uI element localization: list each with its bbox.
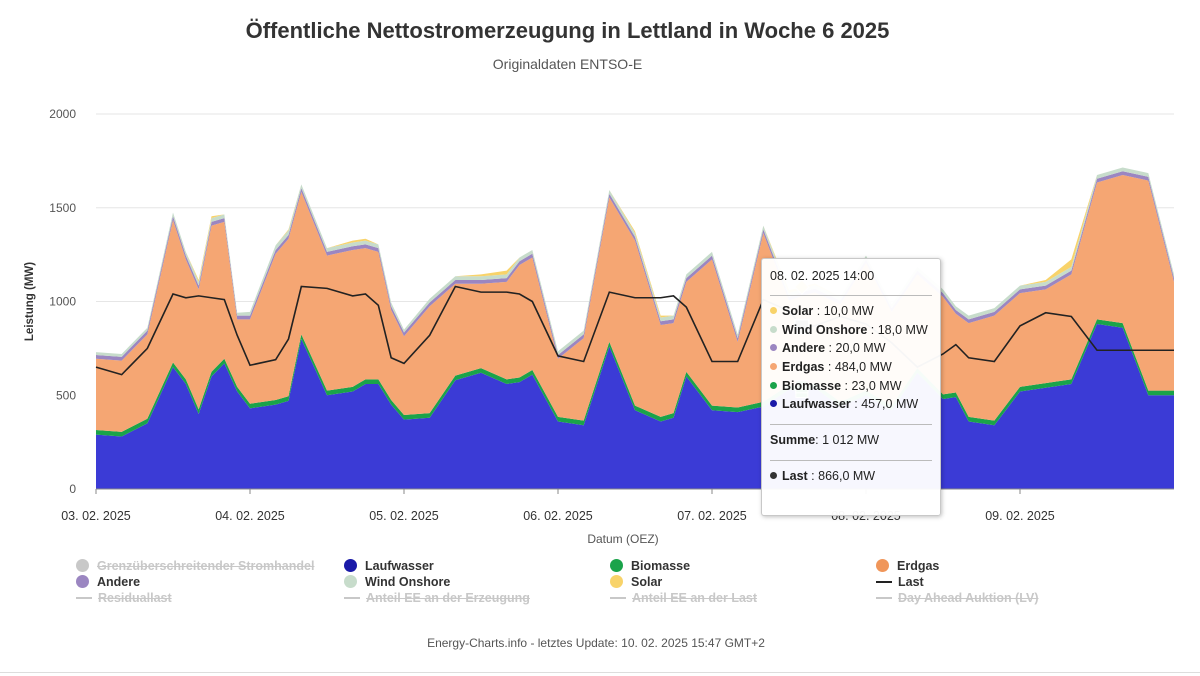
tooltip-divider [770, 295, 932, 296]
tooltip-row-dot [770, 363, 777, 371]
legend-line-icon [876, 597, 892, 599]
y-tick-label: 500 [56, 388, 76, 402]
tooltip-row-label: Solar [782, 304, 814, 318]
legend-item[interactable]: Last [876, 575, 924, 589]
x-tick-label: 06. 02. 2025 [523, 509, 593, 523]
tooltip-row-value: 20,0 MW [835, 341, 886, 356]
tooltip-row-label: Andere [782, 341, 826, 356]
tooltip-row-dot [770, 400, 777, 408]
legend-label: Day Ahead Auktion (LV) [898, 591, 1039, 605]
legend-item[interactable]: Andere [76, 575, 140, 589]
chart-subtitle: Originaldaten ENTSO-E [492, 56, 643, 72]
legend-label: Laufwasser [365, 559, 434, 573]
tooltip-row-value: 23,0 MW [851, 378, 902, 393]
legend-dot-icon [876, 559, 889, 572]
tooltip-load-dot [770, 471, 777, 479]
legend-label: Solar [631, 575, 663, 589]
y-tick-label: 1000 [49, 295, 76, 309]
legend-dot-icon [344, 575, 357, 588]
tooltip-rows: Solar : 10,0 MW Wind Onshore : 18,0 MW And… [770, 304, 932, 416]
chart-title: Öffentliche Nettostromerzeugung in Lettl… [245, 18, 890, 43]
tooltip-load-label: Last [782, 468, 808, 483]
x-tick-label: 07. 02. 2025 [677, 509, 747, 523]
legend-dot-icon [76, 559, 89, 572]
legend-item[interactable]: Biomasse [610, 559, 690, 573]
tooltip-row: Solar : 10,0 MW [770, 304, 932, 323]
tooltip-sum-value: 1 012 MW [822, 433, 880, 448]
x-tick-label: 03. 02. 2025 [61, 509, 131, 523]
legend-label: Wind Onshore [365, 575, 451, 589]
tooltip-load-row: Last : 866,0 MW [770, 469, 932, 488]
x-tick-label: 04. 02. 2025 [215, 509, 285, 523]
x-axis-label: Datum (OEZ) [587, 532, 658, 546]
legend-item[interactable]: Anteil EE an der Erzeugung [344, 591, 530, 605]
hover-tooltip: 08. 02. 2025 14:00 Solar : 10,0 MW Wind O… [761, 258, 941, 516]
tooltip-row: Erdgas : 484,0 MW [770, 360, 932, 379]
legend-label: Grenzüberschreitender Stromhandel [97, 559, 315, 573]
area-erdgas [96, 174, 1174, 432]
legend-dot-icon [76, 575, 89, 588]
legend-line-icon [344, 597, 360, 599]
tooltip-row-value: 457,0 MW [861, 397, 919, 412]
legend-dot-icon [344, 559, 357, 572]
legend-item[interactable]: Grenzüberschreitender Stromhandel [76, 559, 314, 573]
y-axis-label: Leistung (MW) [24, 262, 36, 341]
legend-label: Andere [97, 575, 141, 589]
tooltip-header: 08. 02. 2025 14:00 [770, 269, 875, 283]
y-tick-label: 1500 [49, 201, 76, 215]
tooltip-row: Biomasse : 23,0 MW [770, 379, 932, 398]
legend-label: Biomasse [631, 559, 691, 573]
legend-line-icon [76, 597, 92, 599]
tooltip-divider [770, 424, 932, 426]
tooltip-row-dot [770, 381, 777, 389]
legend-item[interactable]: Solar [610, 575, 662, 589]
tooltip-row-dot [770, 307, 777, 314]
tooltip-row-label: Wind Onshore [782, 322, 868, 337]
legend-item[interactable]: Residuallast [76, 591, 172, 605]
legend-label: Anteil EE an der Erzeugung [366, 591, 530, 605]
tooltip-row-label: Laufwasser [782, 397, 851, 412]
legend-label: Last [898, 575, 924, 589]
y-tick-label: 0 [69, 482, 76, 496]
footer-credit: Energy-Charts.info - letztes Update: 10.… [427, 636, 765, 650]
legend-label: Erdgas [897, 559, 940, 573]
tooltip-row-value: 10,0 MW [823, 304, 874, 318]
legend-item[interactable]: Day Ahead Auktion (LV) [876, 591, 1039, 605]
legend-item[interactable]: Erdgas [876, 559, 939, 573]
tooltip-row-dot [770, 344, 777, 352]
legend-item[interactable]: Anteil EE an der Last [610, 591, 757, 605]
legend-dot-icon [610, 575, 623, 588]
tooltip-row-label: Biomasse [782, 378, 842, 393]
tooltip-row: Wind Onshore : 18,0 MW [770, 323, 932, 342]
tooltip-row: Andere : 20,0 MW [770, 341, 932, 360]
tooltip-row-dot [770, 325, 777, 333]
legend-label: Anteil EE an der Last [632, 591, 758, 605]
tooltip-row: Laufwasser : 457,0 MW [770, 397, 932, 416]
legend-line-icon [610, 597, 626, 599]
line-last [95, 285, 1174, 376]
tooltip-sum-label: Summe [770, 433, 816, 448]
x-tick-label: 09. 02. 2025 [985, 509, 1055, 523]
legend-line-icon [876, 581, 892, 583]
legend-item[interactable]: Laufwasser [344, 559, 434, 573]
y-tick-label: 2000 [49, 107, 76, 121]
tooltip-sum-row: Summe: 1 012 MW [770, 433, 880, 448]
tooltip-row-label: Erdgas [782, 360, 825, 375]
tooltip-load-value: 866,0 MW [818, 468, 876, 483]
legend-label: Residuallast [98, 591, 172, 605]
tooltip-divider [770, 459, 932, 461]
x-tick-label: 05. 02. 2025 [369, 509, 439, 523]
bottom-rule [0, 672, 1200, 673]
tooltip-row-value: 484,0 MW [834, 360, 892, 375]
legend-dot-icon [610, 559, 623, 572]
tooltip-row-value: 18,0 MW [877, 322, 928, 337]
legend-item[interactable]: Wind Onshore [344, 575, 450, 589]
